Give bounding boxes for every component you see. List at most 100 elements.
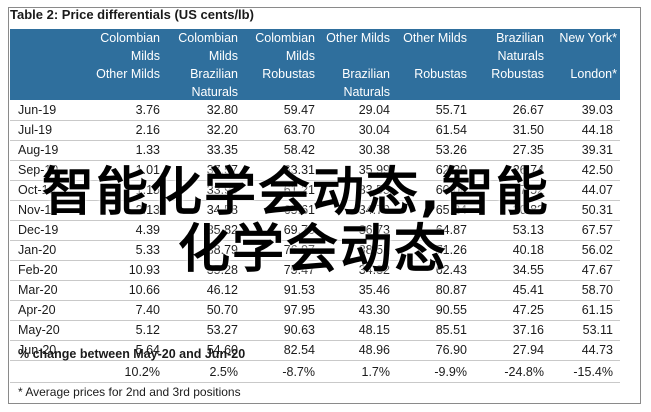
pct-change-cell: -15.4%	[573, 365, 613, 379]
table-cell: 31.50	[512, 123, 544, 137]
table-cell: 62.43	[435, 263, 467, 277]
table-cell: 44.18	[581, 123, 613, 137]
table-cell: 34.58	[206, 203, 238, 217]
table-cell: 63.31	[283, 163, 315, 177]
table-cell: 27.94	[512, 343, 544, 357]
column-header-line: Brazilian	[342, 67, 390, 81]
row-label: Apr-20	[18, 303, 56, 317]
table-cell: 90.55	[435, 303, 467, 317]
table-cell: 30.38	[358, 143, 390, 157]
column-header-line: Milds	[285, 49, 315, 63]
column-header: Other Milds Brazilian Naturals	[326, 29, 390, 101]
table-row: Aug-19 1.33 33.35 58.42 30.38 53.26 27.35 39.31	[10, 141, 620, 161]
table-cell: 58.70	[581, 283, 613, 297]
table-cell: 65.61	[283, 203, 315, 217]
table-cell: 26.67	[512, 103, 544, 117]
column-header: New York* London*	[559, 29, 617, 83]
table-cell: 35.99	[358, 163, 390, 177]
pct-change-row: 10.2% 2.5% -8.7% 1.7% -9.9% -24.8% -15.4%	[10, 364, 620, 383]
column-header: Colombian Milds Other Milds	[96, 29, 160, 83]
table-row: Jan-20 5.33 38.79 76.97 38.51 71.26 40.18 56.02	[10, 241, 620, 261]
pct-change-cell: 2.5%	[209, 365, 239, 379]
column-header-line: Other Milds	[326, 31, 390, 45]
table-cell: 37.16	[512, 323, 544, 337]
row-label: Feb-20	[18, 263, 58, 277]
pct-change-label: % change between May-20 and Jun-20	[18, 347, 246, 361]
table-cell: 1.15	[135, 183, 160, 197]
table-cell: 47.25	[512, 303, 544, 317]
column-header-line: Robustas	[491, 67, 544, 81]
table-cell: 34.55	[512, 263, 544, 277]
column-header-line: Other Milds	[403, 31, 467, 45]
column-header-line	[403, 47, 467, 65]
table-cell: 64.87	[435, 223, 467, 237]
table-row: Feb-20 10.93 35.28 75.47 34.32 62.43 34.55 47.6…	[10, 261, 620, 281]
table-cell: 38.79	[206, 243, 238, 257]
row-label: Jun-19	[18, 103, 57, 117]
table-cell: 53.11	[582, 323, 613, 337]
table-cell: 30.83	[512, 203, 544, 217]
table-cell: 50.70	[206, 303, 238, 317]
column-header-line: New York*	[559, 31, 617, 45]
table-cell: 59.47	[283, 103, 315, 117]
table-cell: 35.28	[206, 263, 238, 277]
row-label: Aug-19	[18, 143, 59, 157]
table-cell: 34.79	[358, 203, 390, 217]
table-cell: 43.30	[358, 303, 390, 317]
row-label: Nov-19	[18, 203, 59, 217]
table-row: Nov-19 2.13 34.58 65.61 34.79 65.24 30.83 50.31	[10, 201, 620, 221]
table-cell: 82.54	[283, 343, 315, 357]
table-cell: 61.21	[283, 183, 315, 197]
table-cell: 34.32	[358, 263, 390, 277]
table-cell: 1.01	[135, 163, 160, 177]
table-row: Jun-19 3.76 32.80 59.47 29.04 55.71 26.67 39.03	[10, 101, 620, 121]
column-header: Other Milds Robustas	[403, 29, 467, 83]
column-header: Colombian Milds Brazilian Naturals	[178, 29, 238, 101]
table-cell: 35.46	[358, 283, 390, 297]
table-cell: 26.74	[512, 163, 544, 177]
pct-change-cell: -24.8%	[504, 365, 544, 379]
table-cell: 65.24	[435, 203, 467, 217]
table-cell: 45.41	[512, 283, 544, 297]
table-cell: 63.70	[283, 123, 315, 137]
column-header-line: London*	[570, 67, 617, 81]
column-header-line: Robustas	[262, 67, 315, 81]
pct-change-cell: -8.7%	[282, 365, 315, 379]
column-header-line: Other Milds	[96, 67, 160, 81]
table-cell: 3.76	[135, 103, 160, 117]
column-header-line: Naturals	[343, 85, 390, 99]
table-cell: 42.50	[581, 163, 613, 177]
table-cell: 32.80	[206, 103, 238, 117]
table-cell: 5.12	[135, 323, 160, 337]
table-cell: 39.31	[581, 143, 613, 157]
table-cell: 5.33	[135, 243, 160, 257]
table-cell: 69.75	[283, 223, 315, 237]
table-cell: 85.51	[435, 323, 467, 337]
table-cell: 33.55	[358, 183, 390, 197]
table-cell: 44.07	[581, 183, 613, 197]
row-label: Mar-20	[18, 283, 58, 297]
table-title: Table 2: Price differentials (US cents/l…	[10, 7, 254, 22]
table-row: Apr-20 7.40 50.70 97.95 43.30 90.55 47.25 61.15	[10, 301, 620, 321]
table-cell: 90.63	[283, 323, 315, 337]
table-cell: 7.40	[135, 303, 160, 317]
table-row: Dec-19 4.39 35.82 69.75 36.73 64.87 53.13 67.57	[10, 221, 620, 241]
table-cell: 76.90	[435, 343, 467, 357]
table-cell: 39.03	[581, 103, 613, 117]
table-cell: 61.15	[581, 303, 613, 317]
table-cell: 36.73	[358, 223, 390, 237]
table-cell: 33.35	[206, 143, 238, 157]
footnote: * Average prices for 2nd and 3rd positio…	[18, 385, 241, 399]
column-header-line: Colombian	[100, 31, 160, 45]
table-cell: 62.30	[435, 163, 467, 177]
table-cell: 2.16	[135, 123, 160, 137]
table-cell: 37.57	[206, 163, 238, 177]
table-row: Jul-19 2.16 32.20 63.70 30.04 61.54 31.50 44.18	[10, 121, 620, 141]
table-cell: 40.18	[512, 243, 544, 257]
table-cell: 67.57	[581, 223, 613, 237]
row-label: Jul-19	[18, 123, 53, 137]
table-cell: 56.02	[581, 243, 613, 257]
table-cell: 10.66	[128, 283, 160, 297]
column-header-line: Brazilian	[190, 67, 238, 81]
table-row: Mar-20 10.66 46.12 91.53 35.46 80.87 45.41 58.7…	[10, 281, 620, 301]
